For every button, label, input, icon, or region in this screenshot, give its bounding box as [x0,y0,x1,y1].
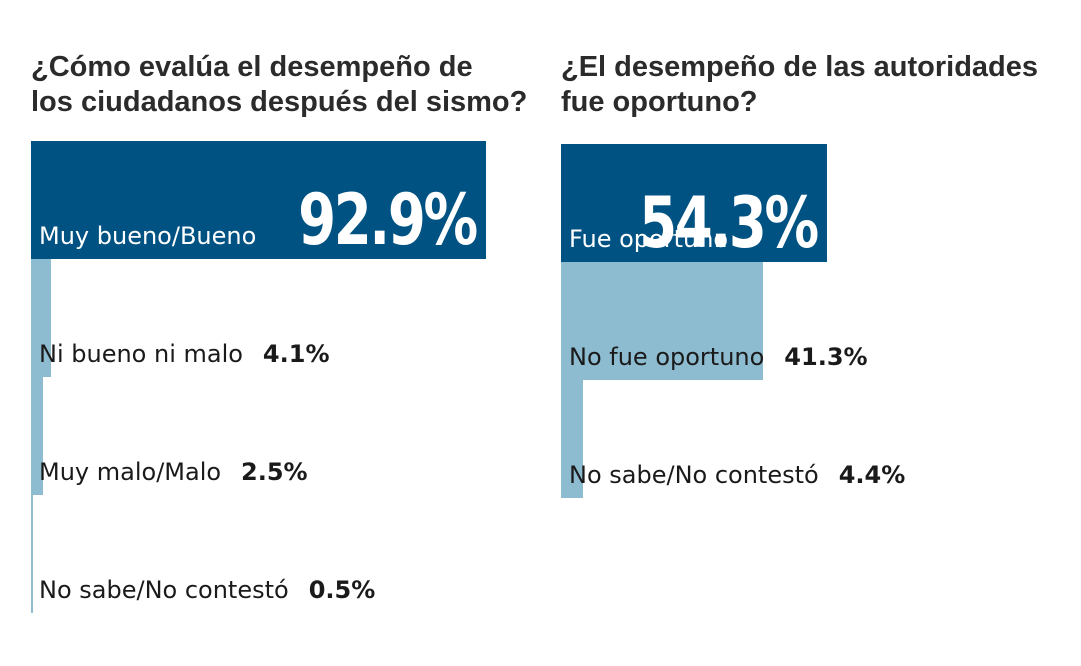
chart-title-line: los ciudadanos después del sismo? [31,86,528,118]
chart-title-line: ¿El desempeño de las autoridades [561,51,1039,83]
value-label: 54.3% [639,182,819,264]
chart-panel-ciudadanos: ¿Cómo evalúa el desempeño de los ciudada… [31,0,527,666]
chart-panel-autoridades: ¿El desempeño de las autoridades fue opo… [561,0,1050,666]
bar-no-sabe-no-contesto [561,380,583,498]
bar-ni-bueno-ni-malo [31,259,51,377]
chart-title: ¿El desempeño de las autoridades fue opo… [561,50,1038,120]
chart-title: ¿Cómo evalúa el desempeño de los ciudada… [31,50,527,120]
bar-no-fue-oportuno [561,262,763,380]
bar-fue-oportuno [561,144,827,262]
chart-title-line: ¿Cómo evalúa el desempeño de [31,51,473,83]
category-label: No sabe/No contestó [569,461,819,489]
bar-muy-malo-malo [31,377,43,495]
value-label: 41.3% [784,343,868,371]
chart-title-line: fue oportuno? [561,86,758,118]
value-label: 0.5% [308,576,376,604]
value-label: 4.4% [838,461,906,489]
category-label: Ni bueno ni malo [39,340,243,368]
value-label: 4.1% [262,340,330,368]
value-label: 2.5% [241,458,308,486]
bar-muy-bueno-bueno [31,141,486,259]
category-label: No sabe/No contestó [39,576,289,604]
bar-chart: Muy bueno/Bueno 92.9% Ni bueno ni malo 4.1%… [31,141,521,613]
category-label: No fue oportuno [569,343,765,371]
category-label: Fue oportuno [569,225,729,253]
value-label: 92.9% [298,179,478,261]
category-label: Muy malo/Malo [39,458,222,486]
bar-chart: Fue oportuno 54.3% No fue oportuno 41.3% No … [561,144,1050,499]
bar-no-sabe-no-contesto [31,495,33,613]
category-label: Muy bueno/Bueno [39,222,257,250]
